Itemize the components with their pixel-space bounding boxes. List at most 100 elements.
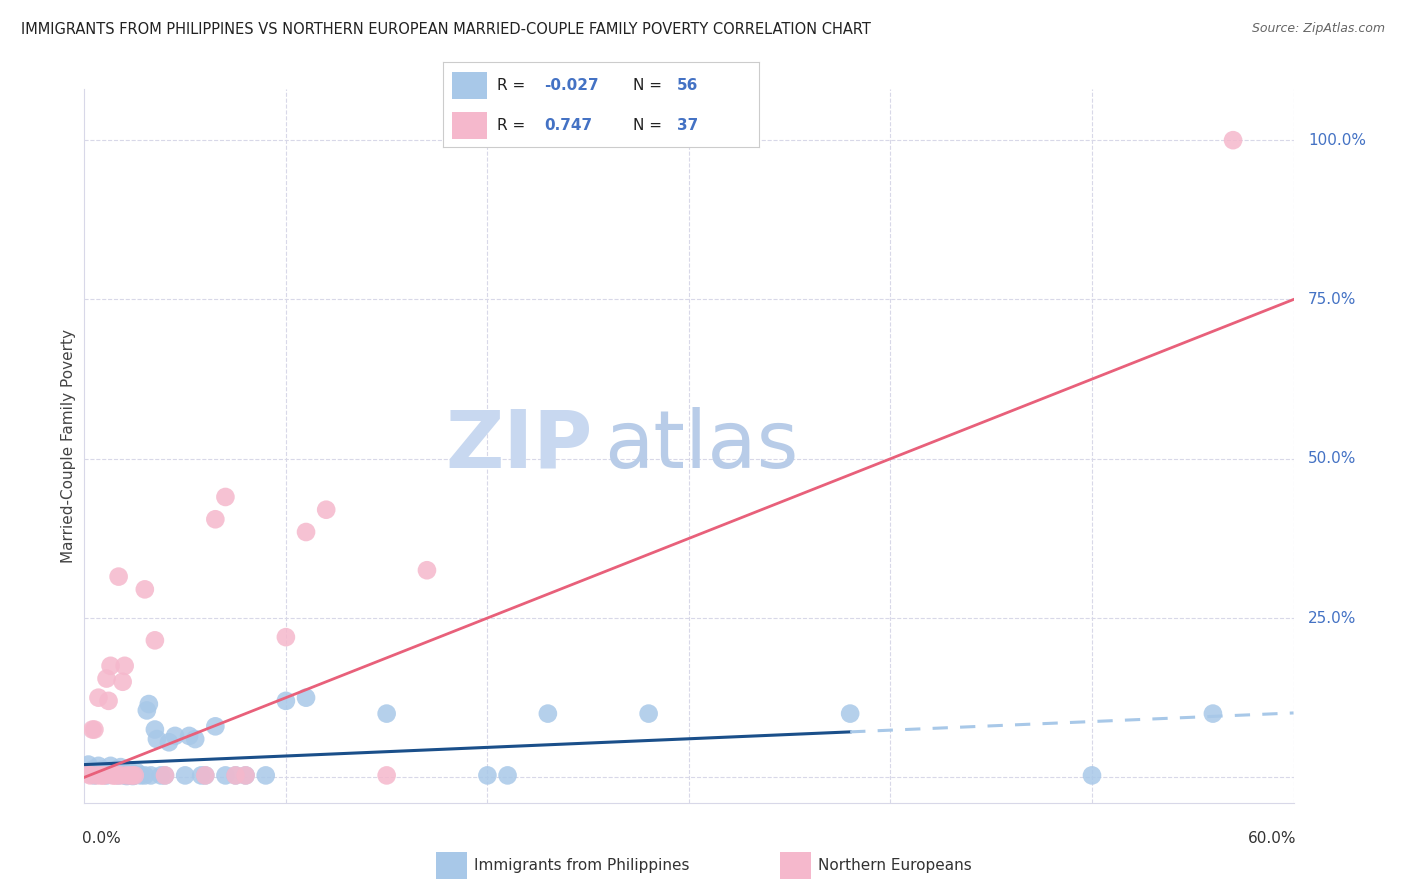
Point (179, 729, 201, 743)
Point (91, 768, 114, 782)
Point (91, 763, 114, 777)
Point (114, 768, 136, 782)
Point (184, 732, 207, 747)
Point (93, 765, 115, 780)
Point (204, 512, 226, 526)
Point (274, 630, 297, 644)
Point (77, 757, 100, 772)
Point (89, 768, 111, 782)
Point (83, 723, 105, 737)
Point (104, 765, 127, 780)
Point (375, 706, 398, 721)
Point (107, 768, 129, 782)
Point (93, 768, 115, 782)
Text: atlas: atlas (605, 407, 799, 485)
Point (477, 768, 499, 782)
Point (111, 766, 134, 780)
Point (537, 706, 560, 721)
Text: IMMIGRANTS FROM PHILIPPINES VS NORTHERN EUROPEAN MARRIED-COUPLE FAMILY POVERTY C: IMMIGRANTS FROM PHILIPPINES VS NORTHERN … (21, 22, 870, 37)
Point (77, 767, 100, 781)
Point (138, 697, 160, 711)
Point (190, 768, 212, 782)
Point (89, 768, 111, 782)
Point (153, 768, 176, 782)
Text: Source: ZipAtlas.com: Source: ZipAtlas.com (1251, 22, 1385, 36)
Point (121, 769, 143, 783)
Point (124, 768, 146, 782)
Point (101, 768, 124, 782)
Point (97, 764, 120, 778)
Text: N =: N = (633, 118, 662, 133)
Point (86, 765, 108, 780)
Text: ZIP: ZIP (444, 407, 592, 485)
Point (101, 768, 124, 782)
Point (214, 490, 236, 504)
Point (143, 633, 166, 648)
Text: N =: N = (633, 78, 662, 93)
Point (139, 768, 162, 782)
Point (79, 768, 101, 782)
Point (295, 524, 318, 539)
Text: 37: 37 (678, 118, 699, 133)
Point (235, 768, 257, 782)
Point (1202, 706, 1225, 721)
Point (86, 768, 108, 782)
Point (1081, 768, 1104, 782)
Point (115, 768, 138, 782)
Point (104, 768, 127, 782)
Point (375, 768, 398, 782)
Point (120, 765, 142, 780)
Text: Northern Europeans: Northern Europeans (818, 858, 972, 872)
Point (315, 502, 337, 516)
Point (225, 768, 247, 782)
Point (165, 729, 187, 743)
Point (110, 768, 132, 782)
Point (107, 569, 129, 583)
Point (194, 768, 217, 782)
Text: 0.747: 0.747 (544, 118, 592, 133)
Point (839, 706, 862, 721)
Point (82, 763, 104, 777)
Point (146, 732, 169, 747)
Point (214, 768, 236, 782)
Point (134, 582, 156, 597)
Point (115, 769, 138, 783)
Point (194, 768, 217, 782)
Point (87, 759, 110, 773)
Text: 56: 56 (678, 78, 699, 93)
Point (129, 768, 152, 782)
Point (105, 768, 128, 782)
Text: R =: R = (496, 118, 524, 133)
Text: -0.027: -0.027 (544, 78, 599, 93)
Point (110, 760, 132, 774)
Point (79, 764, 101, 778)
Text: Immigrants from Philippines: Immigrants from Philippines (474, 858, 689, 872)
Point (254, 768, 277, 782)
Point (100, 759, 122, 773)
Point (83, 768, 105, 782)
Point (120, 768, 142, 782)
Point (274, 694, 297, 708)
Point (82, 723, 104, 737)
Text: 50.0%: 50.0% (1308, 451, 1357, 467)
Point (135, 703, 157, 717)
Point (97, 694, 120, 708)
Point (118, 768, 141, 782)
Point (111, 674, 134, 689)
Point (174, 768, 197, 782)
Point (87, 690, 110, 705)
Text: 100.0%: 100.0% (1308, 133, 1367, 148)
Point (100, 658, 122, 673)
Point (204, 719, 226, 733)
Point (96, 768, 118, 782)
Bar (453, 71, 486, 99)
Point (149, 768, 172, 782)
Text: 75.0%: 75.0% (1308, 292, 1357, 307)
Text: R =: R = (496, 78, 524, 93)
Point (496, 768, 519, 782)
Bar (453, 112, 486, 139)
Point (124, 768, 146, 782)
Point (96, 672, 118, 686)
Point (114, 658, 136, 673)
Point (153, 768, 176, 782)
